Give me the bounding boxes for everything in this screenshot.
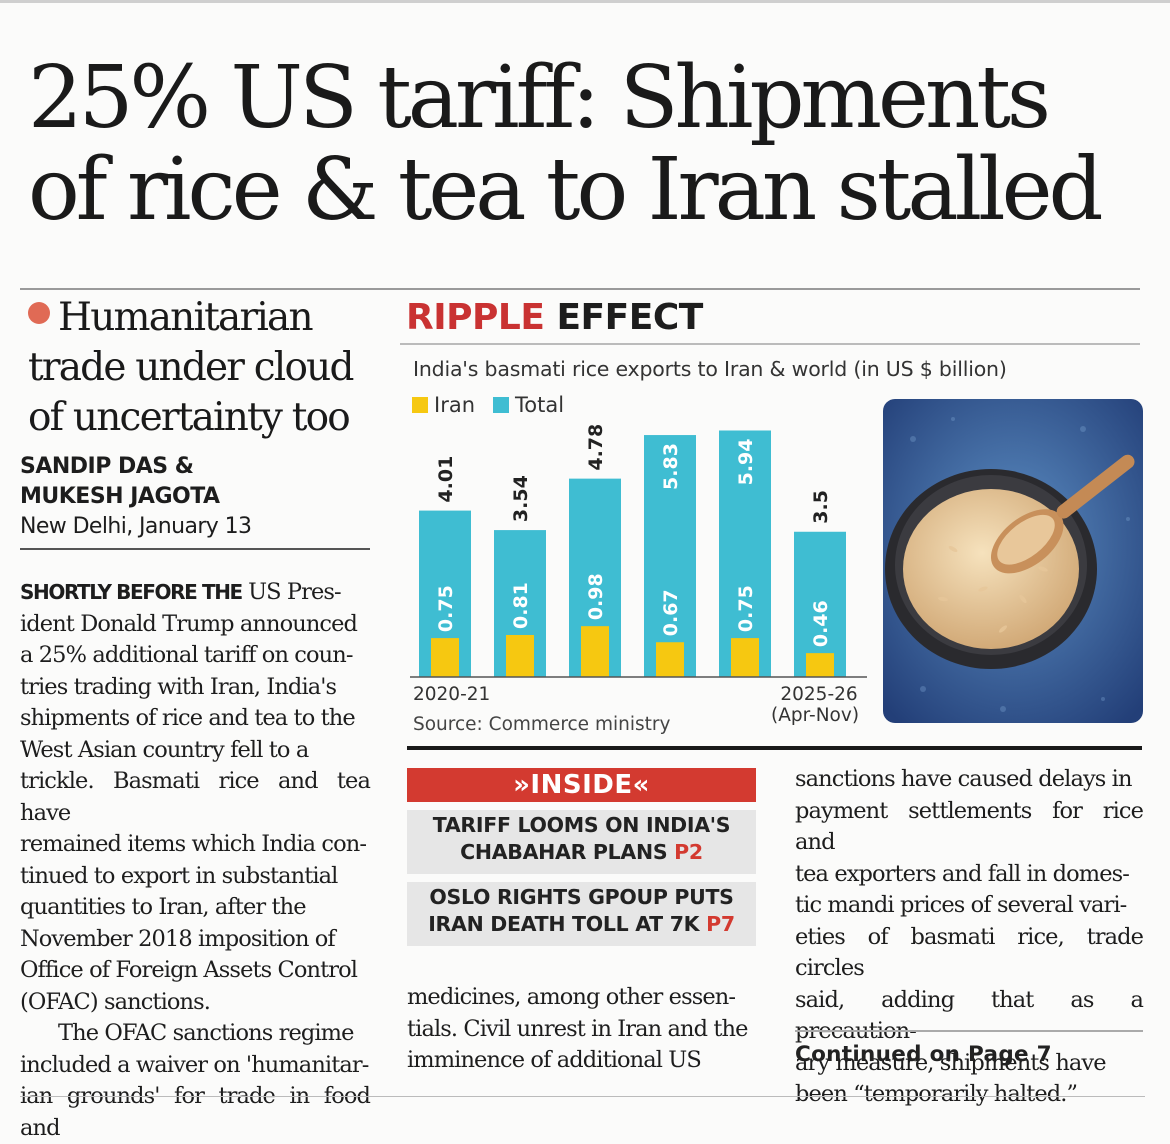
bullet-dot-icon (28, 302, 50, 324)
body-line: ian grounds' for trade in food and (20, 1083, 371, 1141)
total-value-label: 4.78 (585, 424, 607, 471)
body-line: imminence of additional US (407, 1047, 702, 1073)
headline-line-1: 25% US tariff: Shipments (28, 48, 1051, 148)
deck-line-3: of uncertainty too (28, 395, 351, 440)
iran-value-label: 0.46 (810, 600, 832, 647)
iran-value-label: 0.98 (585, 573, 607, 620)
body-line: shipments of rice and tea to the (20, 705, 356, 731)
body-line: payment settlements for rice and (795, 797, 1144, 856)
inside-item-2[interactable]: OSLO RIGHTS GPOUP PUTS IRAN DEATH TOLL A… (407, 882, 756, 946)
body-line: medicines, among other essen- (407, 984, 736, 1010)
chart-source: Source: Commerce ministry (413, 714, 671, 735)
iran-value-label: 0.75 (435, 585, 457, 632)
iran-bar (506, 634, 534, 677)
body-line: West Asian country fell to a (20, 736, 309, 763)
iran-bar (656, 642, 684, 677)
inside-item-1[interactable]: TARIFF LOOMS ON INDIA'S CHABAHAR PLANS P… (407, 810, 756, 874)
continued-rule (795, 1030, 1143, 1032)
bar-chart: 0.75 4.01 0.81 3.54 0.98 4.78 0.67 5.83 0.75 5.94… (410, 424, 867, 678)
total-bar (644, 435, 696, 677)
deck: Humanitarian trade under cloud of uncert… (28, 293, 378, 443)
article-column-3: sanctions have caused delays in payment … (795, 764, 1144, 1111)
bottom-rule (20, 1096, 1145, 1097)
body-line: ary measure, shipments have (795, 1049, 1107, 1076)
chart-heading-red: RIPPLE (406, 297, 545, 338)
body-line: (OFAC) sanctions. (20, 988, 211, 1015)
top-border (0, 0, 1170, 3)
body-line: tials. Civil unrest in Iran and the (407, 1015, 748, 1042)
chart-top-rule (400, 343, 1140, 345)
iran-bar (806, 653, 834, 677)
total-value-label: 4.01 (435, 456, 457, 503)
deck-line-1: Humanitarian (58, 295, 314, 340)
chart-title: India's basmati rice exports to Iran & w… (413, 357, 1007, 381)
page-ref: P2 (674, 840, 703, 864)
body-line: a 25% additional tariff on coun- (20, 642, 353, 668)
rice-photo (883, 399, 1143, 723)
body-line: tries trading with Iran, India's (20, 673, 337, 700)
body-line: trickle. Basmati rice and tea have (20, 768, 371, 826)
page-ref: P7 (706, 912, 735, 936)
body-line: been “temporarily halted.” (795, 1081, 1078, 1107)
section-rule-thick (407, 746, 1142, 750)
total-value-label: 3.54 (510, 475, 532, 522)
body-line: eties of basmati rice, trade circles (795, 923, 1144, 982)
total-value-label: 5.83 (660, 443, 682, 490)
headline-rule (20, 288, 1140, 290)
article-column-1: SHORTLY BEFORE THE US Pres- ident Donald… (20, 577, 371, 1144)
legend-swatch-iran (412, 397, 428, 413)
body-line: sanctions have caused delays in (795, 766, 1132, 792)
body-line: remained items which India con- (20, 831, 367, 857)
byline: SANDIP DAS & MUKESH JAGOTA (20, 452, 220, 512)
iran-value-label: 0.67 (660, 589, 682, 636)
body-line: SHORTLY BEFORE THE US Pres- (20, 579, 342, 605)
legend-swatch-total (493, 397, 510, 413)
body-line: quantities to Iran, after the (20, 894, 307, 920)
inside-header: »INSIDE« (407, 768, 756, 802)
article-column-2: medicines, among other essen- tials. Civ… (407, 982, 757, 1077)
continued-link[interactable]: Continued on Page 7 (795, 1042, 1052, 1067)
body-line: tic mandi prices of several vari- (795, 892, 1127, 918)
iran-bar (431, 638, 459, 677)
byline-line-1: SANDIP DAS & (20, 454, 194, 479)
iran-value-label: 0.81 (510, 582, 532, 629)
body-line: tea exporters and fall in domes- (795, 860, 1130, 887)
total-value-label: 5.94 (735, 438, 757, 485)
total-bar (719, 430, 771, 677)
iran-bar (581, 626, 609, 677)
lead-in: SHORTLY BEFORE THE (20, 580, 243, 604)
legend-label-iran: Iran (434, 393, 476, 417)
rice-bowl-image (883, 399, 1143, 723)
body-line: tinued to export in substantial (20, 862, 338, 889)
legend-label-total: Total (515, 393, 565, 417)
dateline: New Delhi, January 13 (20, 514, 252, 539)
iran-value-label: 0.75 (735, 585, 757, 632)
body-line: Office of Foreign Assets Control (20, 957, 358, 983)
body-line: ident Donald Trump announced (20, 610, 358, 637)
chart-legend: Iran Total (412, 393, 564, 417)
byline-rule (20, 548, 370, 550)
x-label-last: 2025-26 (Apr-Nov) (771, 684, 860, 726)
iran-bar (731, 638, 759, 677)
byline-line-2: MUKESH JAGOTA (20, 484, 220, 509)
chart-heading-black: EFFECT (556, 297, 703, 338)
total-value-label: 3.5 (810, 490, 832, 524)
body-line: November 2018 imposition of (20, 925, 336, 952)
body-line: The OFAC sanctions regime (58, 1020, 354, 1046)
total-bar (794, 531, 846, 677)
chart-heading: RIPPLE EFFECT (406, 297, 703, 338)
headline-line-2: of rice & tea to Iran stalled (28, 140, 1104, 240)
deck-line-2: trade under cloud (28, 345, 354, 390)
x-label-first: 2020-21 (413, 684, 491, 705)
headline: 25% US tariff: Shipments of rice & tea t… (28, 52, 1148, 236)
body-line: said, adding that as a precaution- (795, 986, 1144, 1045)
body-line: included a waiver on 'humanitar- (20, 1051, 369, 1078)
